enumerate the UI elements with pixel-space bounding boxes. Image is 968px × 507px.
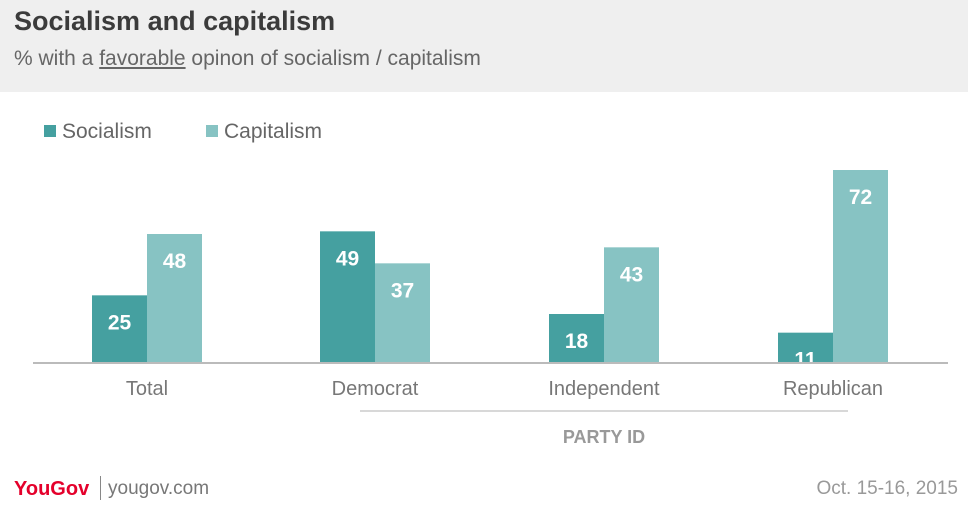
bar-socialism-republican: [778, 332, 833, 362]
category-label-republican: Republican: [783, 378, 883, 400]
chart-title: Socialism and capitalism: [14, 6, 336, 36]
legend-label-socialism: Socialism: [62, 120, 152, 143]
subtitle-suffix: opinon of socialism / capitalism: [185, 47, 481, 70]
bar-socialism-independent: [549, 314, 604, 362]
subtitle-prefix: % with a: [14, 47, 100, 70]
bar-capitalism-democrat: [375, 263, 430, 362]
legend-item-capitalism: Capitalism: [206, 120, 322, 144]
data-label-capitalism-republican: 72: [849, 186, 872, 209]
subtitle-underlined-word: favorable: [99, 47, 186, 70]
legend-label-capitalism: Capitalism: [224, 120, 323, 143]
data-label-socialism-republican: 11: [794, 349, 817, 372]
bar-capitalism-total: [147, 234, 202, 362]
footer-divider: [100, 476, 101, 500]
data-label-capitalism-independent: 43: [620, 263, 643, 286]
legend-swatch-socialism: [44, 125, 56, 137]
header: Socialism and capitalism % with a favora…: [0, 0, 968, 92]
footer-date: Oct. 15-16, 2015: [816, 478, 958, 499]
data-label-socialism-democrat: 49: [336, 247, 359, 270]
legend-swatch-capitalism: [206, 125, 218, 137]
bar-socialism-total: [92, 295, 147, 362]
category-label-independent: Independent: [548, 378, 660, 400]
bar-socialism-democrat: [320, 231, 375, 362]
legend-item-socialism: Socialism: [44, 120, 152, 144]
category-label-democrat: Democrat: [332, 378, 419, 400]
yougov-logo: YouGov: [14, 478, 90, 500]
party-id-label: PARTY ID: [563, 427, 645, 447]
data-label-socialism-independent: 18: [565, 330, 589, 353]
category-label-total: Total: [126, 378, 168, 400]
bar-capitalism-republican: [833, 170, 888, 362]
data-label-capitalism-total: 48: [163, 250, 187, 273]
bar-capitalism-independent: [604, 247, 659, 362]
chart-subtitle: % with a favorable opinon of socialism /…: [14, 47, 481, 71]
footer-site: yougov.com: [108, 478, 210, 499]
data-label-capitalism-democrat: 37: [391, 279, 414, 302]
data-label-socialism-total: 25: [108, 311, 132, 334]
